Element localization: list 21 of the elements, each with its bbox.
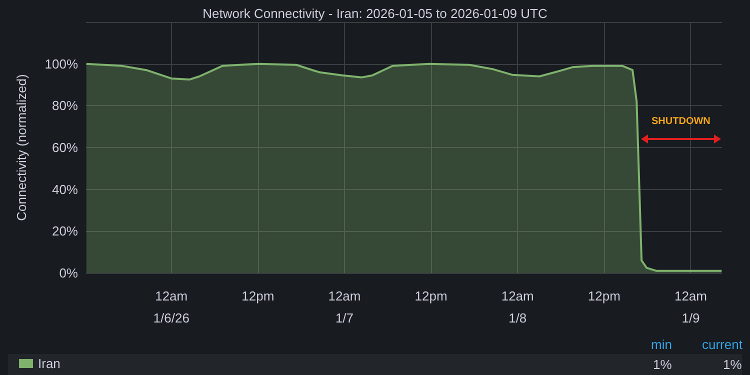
x-tick-label: 12am 1/8 (501, 288, 534, 326)
text: min (651, 337, 672, 352)
x-tick-label: 12am 1/6/26 (153, 288, 190, 326)
y-tick-label: 60% (52, 140, 78, 155)
x-tick-label: 12pm (588, 288, 620, 304)
x-tick-label: 12am 1/7 (328, 288, 361, 326)
chart-title: Network Connectivity - Iran: 2026-01-05 to 2026-01-09 UTC (202, 6, 548, 21)
text: current (702, 337, 742, 352)
legend-label: Iran (38, 356, 60, 371)
y-tick-label: 20% (52, 224, 78, 239)
y-tick-label: 0% (59, 266, 78, 280)
text: 1% (653, 357, 672, 372)
x-tick-label: 12am 1/9 (674, 288, 708, 326)
y-tick-label: 40% (52, 182, 78, 197)
y-axis-title: Connectivity (normalized) (14, 74, 29, 221)
annotation: SHUTDOWN (652, 116, 710, 126)
x-tick-label: 12pm (414, 288, 448, 304)
y-tick-label: 80% (52, 98, 78, 114)
text: 1% (723, 357, 742, 372)
y-tick-label: 100% (44, 56, 78, 72)
x-tick-label: 12pm (242, 288, 274, 304)
